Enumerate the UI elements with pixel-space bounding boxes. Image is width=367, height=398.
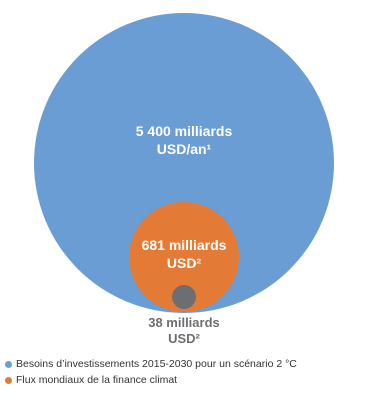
legend-dot-needs	[5, 360, 12, 368]
legend-item-climate-finance: Flux mondiaux de la finance climat	[5, 372, 367, 388]
legend-label-needs: Besoins d’investissements 2015-2030 pour…	[16, 358, 297, 370]
needs-label-line1: 5 400 milliards	[136, 123, 233, 139]
small-flow-label-line1: 38 milliards	[148, 315, 220, 330]
climate-finance-bubble	[129, 202, 239, 312]
legend: Besoins d’investissements 2015-2030 pour…	[5, 356, 367, 388]
needs-bubble	[34, 13, 334, 313]
climate-finance-label-line2: USD²	[167, 255, 202, 271]
small-flow-label-line2: USD²	[168, 331, 200, 346]
needs-label-line2: USD/an¹	[157, 141, 212, 157]
climate-finance-label-line1: 681 milliards	[142, 237, 227, 253]
legend-label-climate-finance: Flux mondiaux de la finance climat	[16, 374, 178, 386]
small-flow-bubble	[172, 285, 196, 309]
legend-dot-climate-finance	[5, 376, 12, 384]
legend-item-needs: Besoins d’investissements 2015-2030 pour…	[5, 356, 367, 372]
